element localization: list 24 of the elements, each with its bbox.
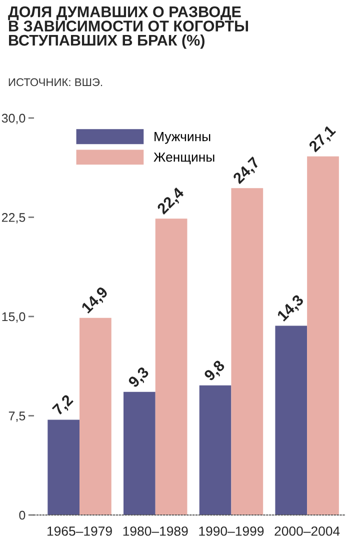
- bar: [48, 420, 80, 515]
- y-tick-label: 7,5: [8, 412, 26, 422]
- bar: [231, 188, 264, 515]
- x-tick-label: 1965–1979: [48, 526, 112, 536]
- y-tick-label: 22,5: [2, 213, 26, 224]
- bar: [275, 326, 308, 515]
- data-label: 9,8: [203, 359, 227, 383]
- y-tick-label: 0: [19, 510, 26, 520]
- x-tick-label: 1980–1989: [123, 526, 188, 536]
- legend-label: Мужчины: [154, 132, 210, 144]
- bar: [307, 156, 339, 515]
- bar: [124, 392, 156, 515]
- legend-label: Женщины: [154, 152, 214, 164]
- data-label: 7,2: [52, 394, 76, 418]
- text: ИСТОЧНИК: ВШЭ.: [8, 78, 102, 86]
- bar: [80, 318, 112, 515]
- bar: [155, 218, 188, 515]
- x-tick-label: 2000–2004: [274, 526, 340, 536]
- bar: [199, 385, 232, 515]
- x-tick-label: 1990–1999: [199, 526, 264, 536]
- y-tick-label: 30,0: [2, 114, 26, 124]
- chart-title: ДОЛЯ ДУМАВШИХ О РАЗВОДЕ В ЗАВИСИМОСТИ ОТ КОГОРТЫ ВСТУПАВШИХ В БРАК (%): [8, 6, 248, 49]
- data-label: 9,3: [128, 366, 152, 390]
- y-tick-label: 15,0: [2, 312, 26, 323]
